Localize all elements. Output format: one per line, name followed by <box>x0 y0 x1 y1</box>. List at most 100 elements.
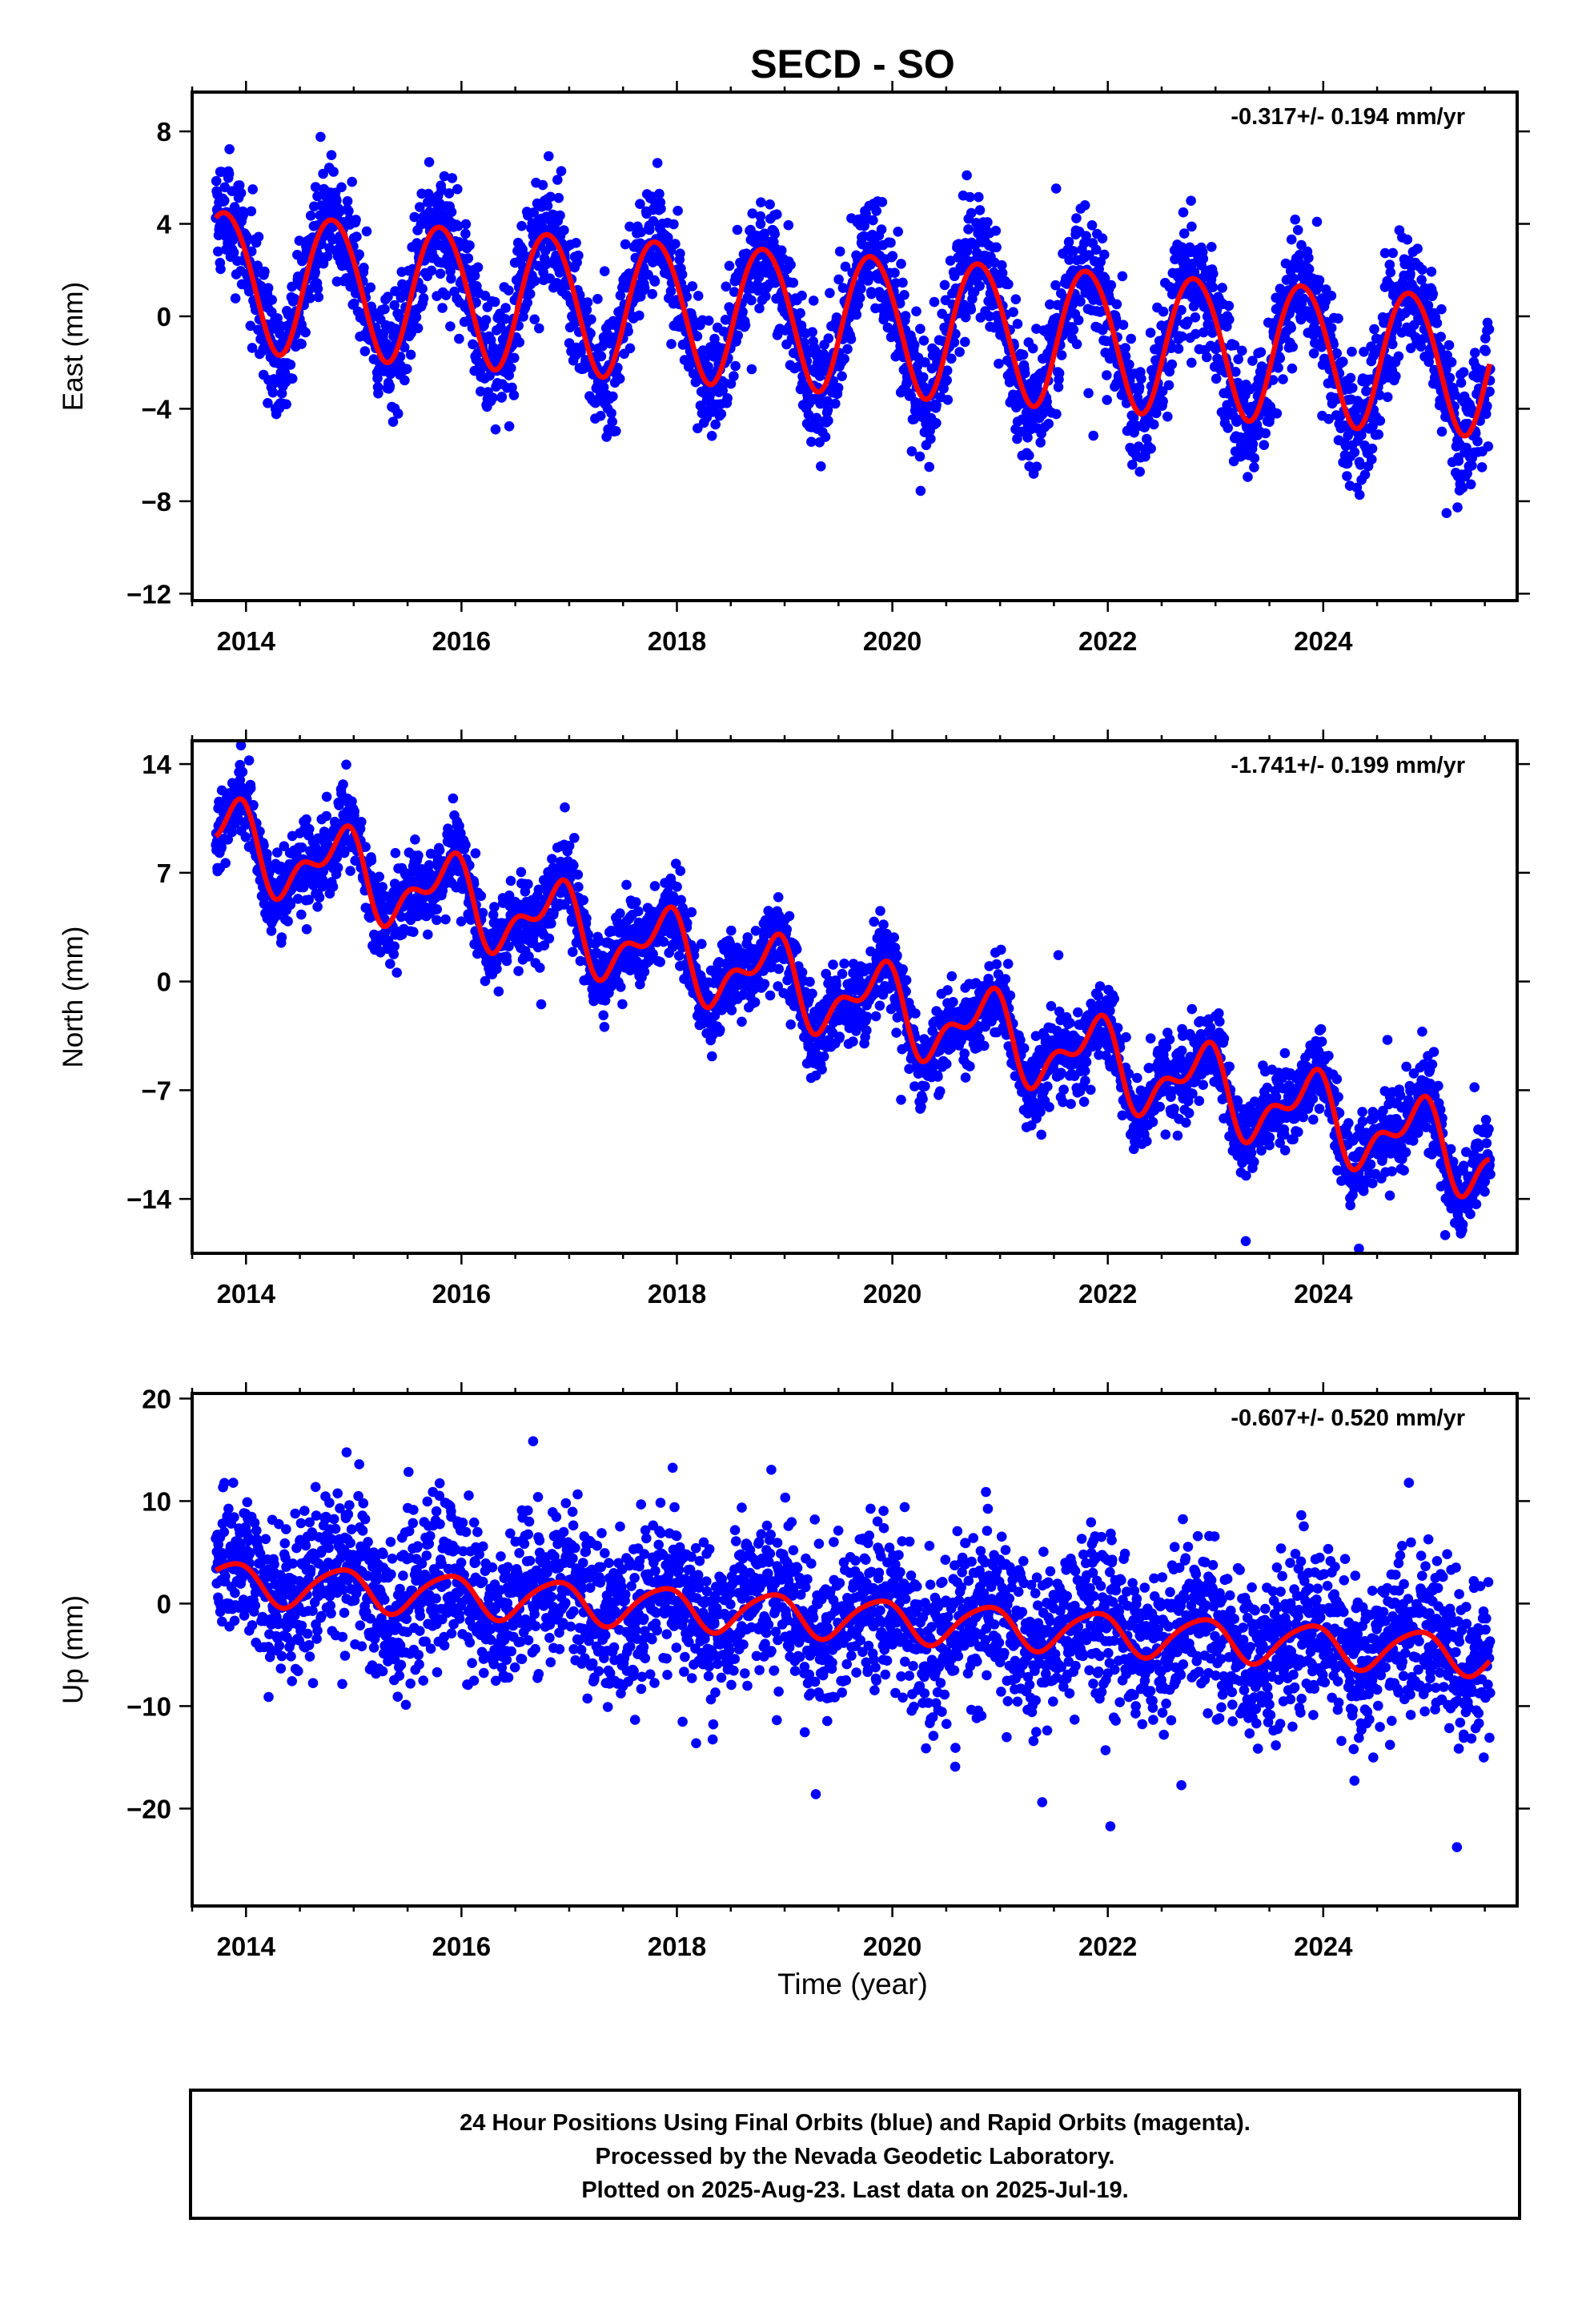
observation-point <box>785 1019 796 1030</box>
observation-point <box>432 904 443 915</box>
observation-point <box>536 999 547 1010</box>
observation-point <box>765 199 775 210</box>
observation-point <box>1207 282 1219 293</box>
observation-point <box>234 180 245 191</box>
observation-point <box>243 755 255 766</box>
observation-point <box>1417 264 1427 275</box>
observation-point <box>599 266 610 277</box>
observation-point <box>542 200 553 211</box>
observation-point <box>1018 349 1029 360</box>
observation-point <box>426 265 437 276</box>
observation-point <box>296 339 307 349</box>
observation-point <box>673 205 683 216</box>
observation-point <box>909 340 920 351</box>
observation-point <box>1354 489 1365 501</box>
observation-point <box>545 191 556 203</box>
observation-point <box>1458 367 1469 378</box>
observation-point <box>448 793 459 804</box>
observation-point <box>1260 428 1271 439</box>
observation-point <box>697 939 707 949</box>
observation-point <box>596 351 607 362</box>
observation-point <box>1373 429 1383 440</box>
observation-point <box>710 419 721 430</box>
observation-point <box>592 294 603 304</box>
observation-point <box>889 267 900 279</box>
observation-point <box>990 225 1002 236</box>
observation-point <box>1367 454 1377 464</box>
observation-point <box>1202 352 1212 363</box>
observation-point <box>1217 283 1227 293</box>
observation-point <box>1480 346 1491 356</box>
observation-point <box>915 485 926 497</box>
observation-point <box>444 188 455 199</box>
observation-point <box>1249 452 1260 464</box>
observation-point <box>452 183 463 195</box>
observation-point <box>614 373 625 384</box>
observation-point <box>246 206 257 217</box>
observation-point <box>1347 383 1358 393</box>
observation-point <box>341 759 351 770</box>
observation-point <box>405 349 416 360</box>
observation-point <box>1431 318 1443 328</box>
x-tick-label: 2024 <box>1294 626 1353 656</box>
observation-point <box>856 283 866 294</box>
observation-point <box>529 314 540 325</box>
observation-point <box>377 882 388 892</box>
observation-point <box>490 424 501 435</box>
chart-title: SECD - SO <box>750 42 955 86</box>
observation-point <box>581 913 592 924</box>
x-tick-label: 2018 <box>648 626 706 656</box>
observation-point <box>1178 207 1189 218</box>
observation-point <box>283 916 293 927</box>
observation-point <box>423 929 433 940</box>
observation-point <box>729 371 739 382</box>
observation-point <box>516 866 527 878</box>
observation-point <box>508 390 520 400</box>
observation-point <box>1075 296 1086 307</box>
observation-point <box>833 383 844 393</box>
observation-point <box>560 802 570 813</box>
observation-point <box>1083 388 1094 399</box>
observation-point <box>632 906 644 917</box>
observation-point <box>897 277 908 288</box>
observation-point <box>345 866 355 876</box>
observation-point <box>509 352 520 364</box>
observation-point <box>666 339 677 349</box>
observation-point <box>807 327 817 338</box>
observation-point <box>372 373 383 384</box>
observation-point <box>974 191 984 203</box>
observation-point <box>681 292 692 302</box>
observation-point <box>523 879 533 890</box>
observation-point <box>262 849 272 859</box>
observation-point <box>534 323 544 334</box>
observation-point <box>439 171 450 182</box>
observation-point <box>991 242 1002 253</box>
observation-point <box>722 393 733 404</box>
observation-point <box>400 375 410 386</box>
observation-point <box>982 217 993 227</box>
observation-point <box>568 947 578 957</box>
observation-point <box>773 892 784 903</box>
observation-point <box>887 251 898 262</box>
observation-point <box>385 959 396 969</box>
observation-point <box>823 416 833 426</box>
observation-point <box>468 339 478 350</box>
observation-point <box>569 833 580 843</box>
observation-point <box>1186 221 1197 232</box>
observation-point <box>220 858 231 868</box>
observation-point <box>785 259 796 271</box>
observation-point <box>240 832 251 842</box>
observation-point <box>1186 195 1196 206</box>
observation-point <box>211 175 222 187</box>
observation-point <box>219 195 230 206</box>
observation-point <box>608 391 618 402</box>
observation-point <box>726 925 737 936</box>
observation-point <box>224 144 235 155</box>
observation-point <box>1068 324 1079 336</box>
observation-point <box>343 206 354 216</box>
observation-point <box>732 224 743 235</box>
observation-point <box>556 166 567 176</box>
observation-point <box>472 262 484 273</box>
